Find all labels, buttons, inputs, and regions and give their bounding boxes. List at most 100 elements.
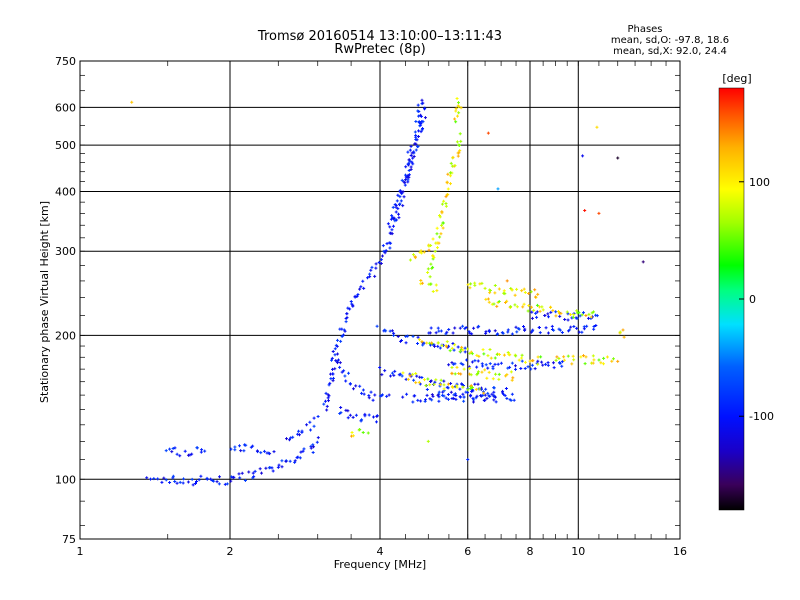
x-axis-label: Frequency [MHz] [334,558,426,571]
data-point [436,393,440,397]
data-point [482,352,486,356]
data-point [414,148,418,152]
data-point [513,293,517,297]
data-point [566,312,570,316]
data-point [366,431,370,435]
data-point [506,330,510,334]
data-point [416,335,420,339]
data-point [566,318,570,322]
data-point [442,387,446,391]
data-point [399,339,403,343]
data-point [190,452,194,456]
data-point [331,379,335,383]
y-axis-ticks: 75 100 200 300 400 500 600 750 [55,55,76,546]
data-point [280,465,284,469]
data-point [432,256,436,260]
data-point [243,478,247,482]
data-point [438,235,442,239]
data-point [427,244,431,248]
data-point [390,329,394,333]
data-point [486,297,490,301]
data-point [168,481,172,485]
data-point [333,347,337,351]
data-point [430,393,434,397]
data-point [396,334,400,338]
data-point [385,242,389,246]
data-point [346,409,350,413]
x-tick-label: 1 [77,545,84,558]
data-point [325,404,329,408]
data-point [370,265,374,269]
data-point [488,291,492,295]
data-point [389,374,393,378]
data-point [559,311,563,315]
data-point [591,361,595,365]
data-point [577,311,581,315]
data-point [520,289,524,293]
data-point [449,390,453,394]
data-point [335,338,339,342]
data-point [361,279,365,283]
data-point [433,380,437,384]
colorbar: [deg] 100 0 -100 [718,72,774,511]
data-point [453,164,457,168]
data-point [162,476,166,480]
data-point [363,414,367,418]
data-point [380,254,384,258]
data-point [149,477,153,481]
data-point [511,376,515,380]
data-point [361,388,365,392]
data-point [152,477,156,481]
data-point [477,354,481,358]
data-point [289,436,293,440]
data-point [464,390,468,394]
data-point [359,285,363,289]
data-point [237,444,241,448]
data-point [434,283,438,287]
data-point [417,120,421,124]
data-point [485,396,489,400]
data-point [298,456,302,460]
data-point [312,424,316,428]
data-point [255,449,259,453]
data-point [533,367,537,371]
data-point [343,374,347,378]
data-point [473,382,477,386]
data-point [595,314,599,318]
data-point [458,387,462,391]
data-point [183,449,187,453]
data-point [536,359,540,363]
data-point [580,330,584,334]
data-point [326,393,330,397]
colorbar-tick-label: 100 [749,176,770,189]
data-point [424,384,428,388]
data-point [453,385,457,389]
data-point [367,413,371,417]
data-point [375,414,379,418]
data-point [457,371,461,375]
data-point [535,303,539,307]
stats-x-mode: mean, sd,X: 92.0, 24.4 [613,46,727,57]
data-point [480,370,484,374]
data-point [416,109,420,113]
data-point [416,103,420,107]
data-point [449,161,453,165]
y-tick-label: 400 [55,185,76,198]
data-point [422,378,426,382]
y-tick-label: 200 [55,329,76,342]
data-point [446,392,450,396]
data-point [572,325,576,329]
data-point [217,482,221,486]
data-point [497,299,501,303]
data-point [338,361,342,365]
data-point [168,447,172,451]
data-point [338,365,342,369]
data-point [517,358,521,362]
data-point [371,415,375,419]
data-point [495,304,499,308]
data-point [487,300,491,304]
data-point [558,361,562,365]
data-point [330,358,334,362]
stats-o-mode: mean, sd,O: -97.8, 18.6 [611,35,729,46]
data-point [391,224,395,228]
